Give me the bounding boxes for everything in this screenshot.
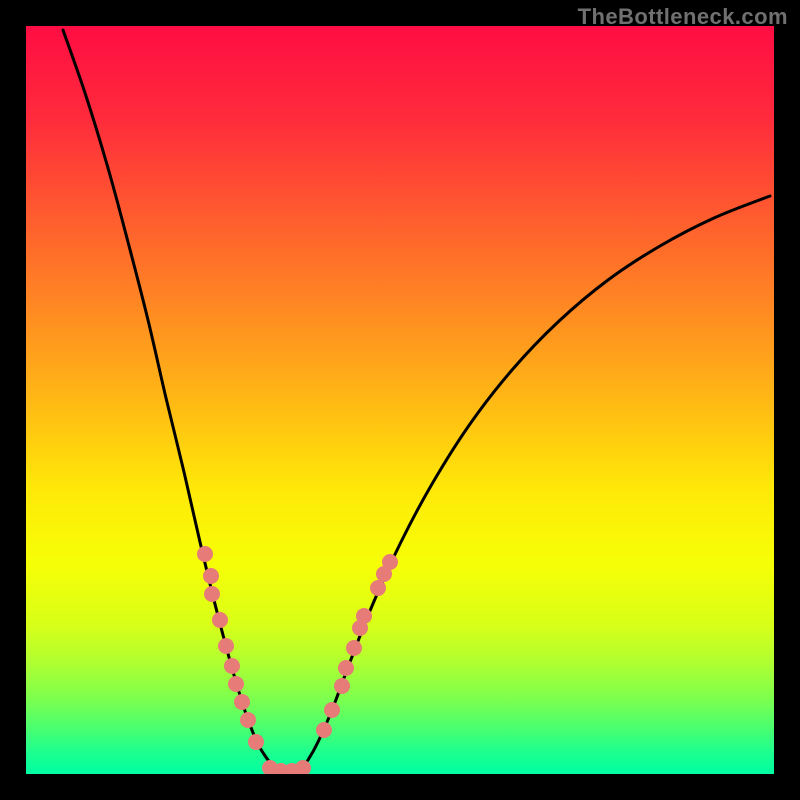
marker-dot [203,568,219,584]
marker-dot [338,660,354,676]
marker-dot [356,608,372,624]
marker-dot [346,640,362,656]
marker-dot [212,612,228,628]
marker-dot [248,734,264,750]
bottleneck-chart [0,0,800,800]
marker-dot [234,694,250,710]
watermark-text: TheBottleneck.com [578,4,788,30]
marker-dot [240,712,256,728]
marker-dot [228,676,244,692]
marker-dot [334,678,350,694]
marker-dot [197,546,213,562]
marker-dot [295,760,311,776]
marker-dot [382,554,398,570]
marker-dot [224,658,240,674]
marker-dot [316,722,332,738]
chart-stage: TheBottleneck.com [0,0,800,800]
chart-plot-area [26,26,774,774]
marker-dot [204,586,220,602]
marker-dot [370,580,386,596]
marker-dot [218,638,234,654]
marker-dot [324,702,340,718]
